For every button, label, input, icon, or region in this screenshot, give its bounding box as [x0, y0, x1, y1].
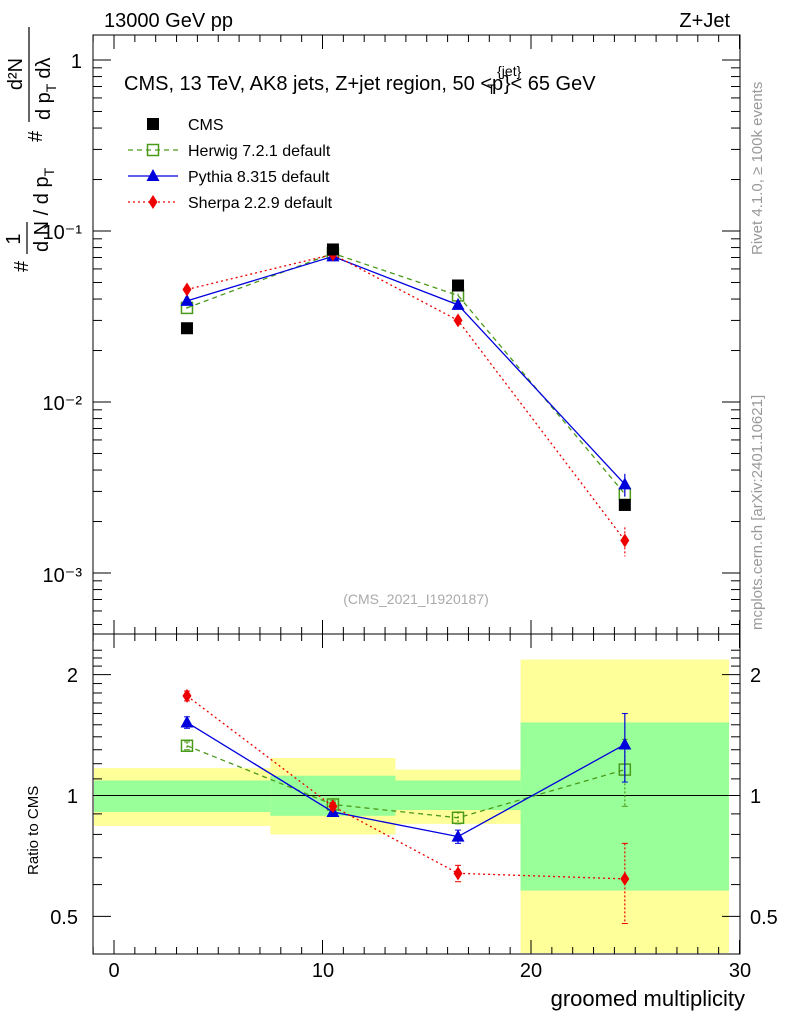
main-point-sherpa	[453, 313, 463, 328]
xtick-label-30: 30	[729, 960, 751, 982]
watermark: (CMS_2021_I1920187)	[343, 591, 489, 607]
legend-entry-2: Pythia 8.315 default	[128, 169, 330, 186]
ratio-ytick-label-2-left: 2	[67, 665, 78, 687]
ylabel-hash2: #	[25, 130, 47, 142]
main-point-sherpa	[620, 533, 630, 548]
ytick-label-1e-1: 10⁻¹	[43, 222, 83, 244]
ratio-point-herwig	[180, 739, 194, 753]
header-right: Z+Jet	[679, 10, 730, 32]
ratio-y-ticks	[93, 649, 740, 917]
ylabel-den2: d pTdλ	[33, 58, 59, 121]
main-point-pythia	[618, 477, 632, 490]
main-point-pythia	[180, 293, 194, 306]
cms-data-point	[452, 279, 465, 292]
main-point-sherpa	[182, 282, 192, 297]
x-axis-label: groomed multiplicity	[551, 986, 745, 1011]
ytick-label-1e-3: 10⁻³	[43, 565, 83, 587]
x-ticks	[92, 35, 740, 954]
ylabel-den: d N / d pT	[31, 167, 57, 252]
legend-marker	[146, 169, 160, 181]
legend-entry-3: Sherpa 2.2.9 default	[128, 195, 333, 212]
main-series	[180, 243, 632, 557]
legend-entry-0: CMS	[147, 117, 224, 134]
ratio-line-herwig	[186, 745, 626, 819]
ratio-ytick-label-05-right: 0.5	[750, 907, 778, 929]
ratio-point-sherpa	[620, 871, 630, 886]
legend-marker	[147, 118, 159, 130]
ratio-point-sherpa	[328, 799, 338, 814]
ratio-ytick-label-05-left: 0.5	[50, 907, 78, 929]
legend-entry-1: Herwig 7.2.1 default	[128, 143, 331, 160]
cms-data-point	[326, 243, 339, 256]
cms-data-point	[618, 498, 631, 511]
ratio-line-sherpa	[186, 695, 625, 880]
legend-label: Sherpa 2.2.9 default	[188, 195, 333, 212]
xtick-label-10: 10	[312, 960, 334, 982]
ratio-line-pythia	[186, 721, 626, 838]
green-band-0	[94, 780, 271, 812]
ratio-series	[180, 688, 632, 925]
ratio-point-pythia	[618, 737, 632, 750]
legend-label: Pythia 8.315 default	[188, 169, 330, 186]
main-y-axis-label: # 1 d N / d pT # d²N d pTdλ	[3, 27, 59, 272]
legend-label: Herwig 7.2.1 default	[188, 143, 331, 160]
main-line-pythia	[186, 255, 626, 485]
plot-title: CMS, 13 TeV, AK8 jets, Z+jet region, 50 …	[124, 63, 596, 97]
ratio-point-herwig	[451, 811, 465, 825]
main-point-pythia	[451, 297, 465, 310]
ylabel-one: 1	[3, 233, 25, 244]
xtick-label-0: 0	[108, 960, 119, 982]
ratio-ytick-label-1-left: 1	[67, 786, 78, 808]
ratio-plot-frame	[92, 633, 741, 955]
legend-label: CMS	[188, 117, 224, 134]
ratio-y-axis-label: Ratio to CMS	[25, 786, 42, 875]
ratio-bands	[93, 659, 740, 953]
main-y-ticks	[93, 59, 740, 625]
mcplots-label: mcplots.cern.ch [arXiv:2401.10621]	[749, 395, 766, 630]
cms-data-point	[180, 322, 193, 335]
ratio-point-sherpa	[182, 688, 192, 703]
main-line-sherpa	[186, 253, 626, 541]
ratio-point-pythia	[180, 715, 194, 728]
ratio-ytick-label-2-right: 2	[750, 665, 761, 687]
ytick-label-1: 1	[71, 51, 82, 73]
ratio-ytick-label-1-right: 1	[750, 786, 761, 808]
ratio-point-sherpa	[453, 866, 463, 881]
ratio-point-pythia	[451, 829, 465, 842]
legend-marker	[148, 195, 158, 209]
rivet-label: Rivet 4.1.0, ≥ 100k events	[749, 82, 766, 255]
ylabel-hash: #	[11, 260, 33, 272]
main-line-herwig	[186, 252, 626, 495]
ylabel-num: d²N	[5, 58, 27, 90]
legend-marker	[146, 143, 160, 157]
ytick-label-1e-2: 10⁻²	[43, 393, 83, 415]
header-left: 13000 GeV pp	[104, 10, 233, 32]
legend: CMS Herwig 7.2.1 default Pythia 8.315 defa…	[128, 117, 333, 212]
xtick-label-20: 20	[520, 960, 542, 982]
